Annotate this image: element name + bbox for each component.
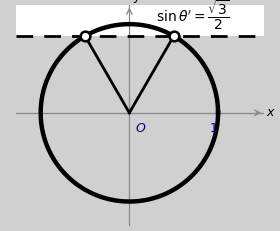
- Text: $\sin\theta^{\prime} = \dfrac{\sqrt{3}}{2}$: $\sin\theta^{\prime} = \dfrac{\sqrt{3}}{…: [156, 0, 230, 32]
- Text: $O$: $O$: [135, 122, 146, 135]
- Text: $1$: $1$: [209, 122, 218, 135]
- Text: $x$: $x$: [266, 106, 276, 119]
- Bar: [16, 5, 264, 36]
- Text: $y$: $y$: [133, 0, 143, 5]
